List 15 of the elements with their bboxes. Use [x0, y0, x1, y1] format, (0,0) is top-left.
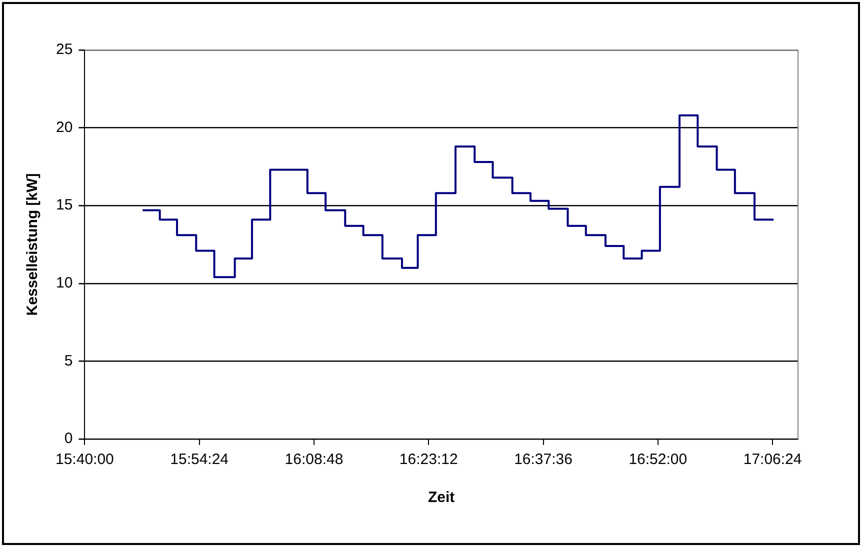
x-tick-label: 15:54:24	[170, 451, 229, 468]
x-axis-title: Zeit	[428, 489, 455, 506]
y-tick-label: 25	[56, 41, 73, 58]
y-tick-label: 20	[56, 118, 73, 136]
x-tick-label: 17:06:24	[743, 451, 802, 468]
y-tick-label: 15	[56, 196, 73, 214]
x-tick-label: 16:52:00	[628, 451, 688, 468]
x-tick-label: 16:37:36	[514, 451, 572, 468]
y-tick-label: 5	[64, 352, 73, 370]
y-tick-label: 10	[56, 274, 73, 292]
y-tick-label: 0	[64, 430, 73, 448]
y-axis-title: Kesselleistung [kW]	[24, 173, 42, 316]
x-tick-label: 16:23:12	[399, 451, 458, 468]
x-tick-label: 15:40:00	[55, 451, 114, 468]
x-tick-label: 16:08:48	[284, 451, 344, 468]
